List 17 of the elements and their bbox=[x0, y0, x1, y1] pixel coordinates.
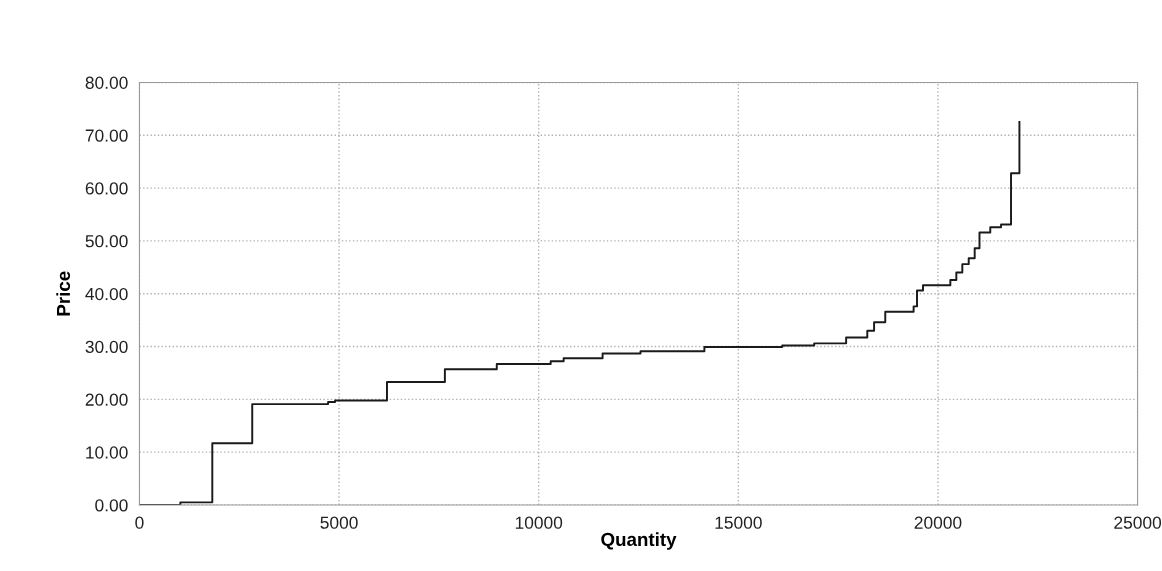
y-tick-label: 70.00 bbox=[85, 129, 128, 142]
x-tick-label: 10000 bbox=[515, 516, 563, 529]
y-tick-label: 50.00 bbox=[85, 235, 128, 248]
x-tick-label: 20000 bbox=[914, 516, 962, 529]
x-axis-title: Quantity bbox=[601, 532, 677, 550]
x-tick-label: 15000 bbox=[715, 516, 762, 529]
y-tick-label: 60.00 bbox=[85, 182, 128, 195]
x-tick-label: 5000 bbox=[320, 516, 358, 529]
y-tick-label: 30.00 bbox=[85, 340, 128, 353]
x-tick-label: 0 bbox=[135, 516, 144, 529]
y-tick-label: 20.00 bbox=[85, 393, 128, 406]
x-tick-label: 25000 bbox=[1114, 516, 1162, 529]
y-tick-label: 10.00 bbox=[86, 446, 128, 459]
y-axis-title: Price bbox=[56, 271, 71, 316]
y-tick-label: 0.00 bbox=[95, 499, 128, 512]
y-tick-label: 80.00 bbox=[85, 76, 128, 89]
y-tick-label: 40.00 bbox=[85, 287, 128, 301]
